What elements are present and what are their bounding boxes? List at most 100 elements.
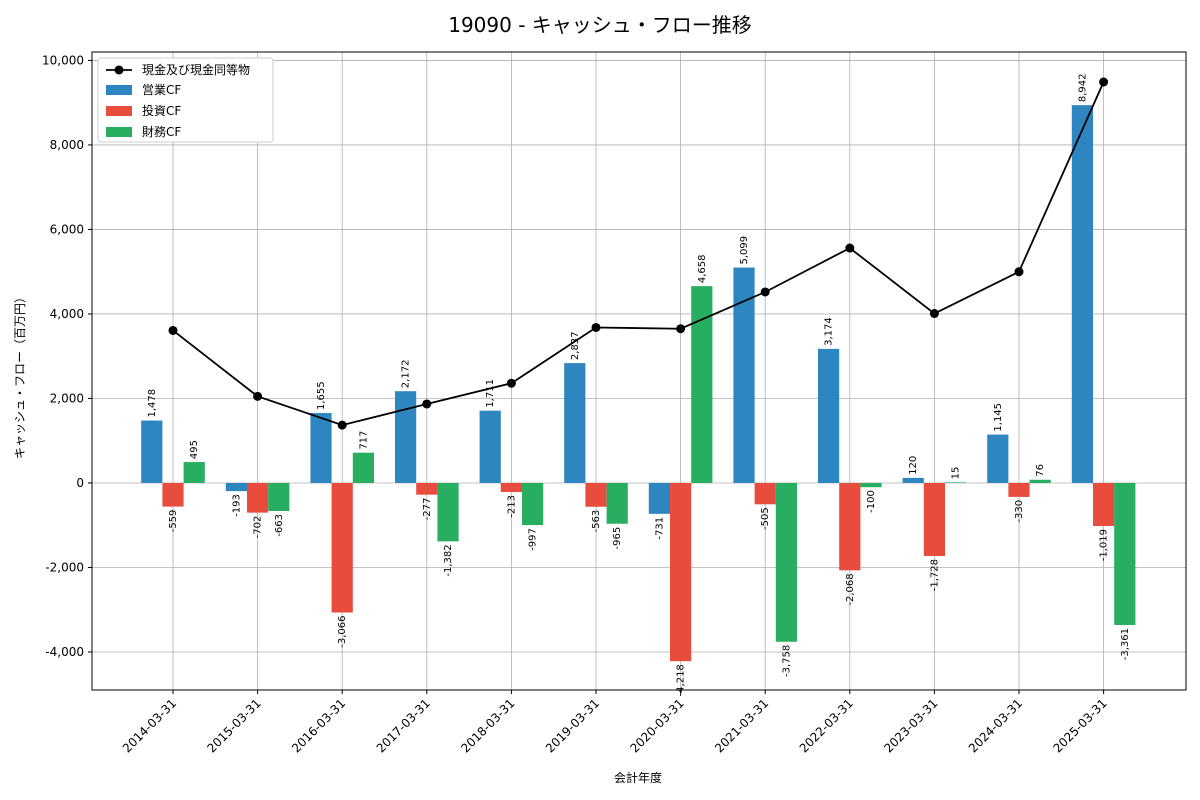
bar bbox=[225, 482, 247, 492]
bar bbox=[648, 482, 670, 514]
data-label: -559 bbox=[168, 510, 179, 533]
data-label: -997 bbox=[528, 528, 539, 551]
data-label: 8,942 bbox=[1077, 74, 1088, 103]
data-label: 2,172 bbox=[401, 360, 412, 389]
bar bbox=[860, 482, 882, 488]
bar bbox=[479, 410, 501, 483]
data-label: 5,099 bbox=[739, 236, 750, 265]
data-label: 1,145 bbox=[993, 403, 1004, 432]
x-tick-label: 2015-03-31 bbox=[205, 696, 264, 755]
data-label: -3,361 bbox=[1120, 628, 1131, 660]
y-tick-label: 10,000 bbox=[42, 53, 84, 67]
data-label: 1,711 bbox=[485, 379, 496, 408]
x-tick-label: 2023-03-31 bbox=[881, 696, 940, 755]
legend-box bbox=[97, 57, 274, 143]
data-label: -277 bbox=[422, 498, 433, 521]
legend-swatch bbox=[106, 85, 132, 95]
bar bbox=[162, 482, 184, 507]
legend-label: 財務CF bbox=[142, 124, 181, 139]
x-tick-label: 2025-03-31 bbox=[1051, 696, 1110, 755]
bar bbox=[522, 482, 544, 526]
cash-point bbox=[760, 287, 770, 297]
cash-point bbox=[168, 325, 178, 335]
bar bbox=[1071, 105, 1093, 483]
y-tick-label: 8,000 bbox=[50, 138, 84, 152]
data-label: -563 bbox=[591, 510, 602, 533]
x-tick-label: 2021-03-31 bbox=[712, 696, 771, 755]
y-axis-label: キャッシュ・フロー（百万円） bbox=[13, 291, 27, 459]
labels-layer: 1,478 -193 1,655 2,172 1,711 2,837 -731 5,099 3,… bbox=[147, 74, 1131, 697]
bar bbox=[775, 482, 797, 642]
bar bbox=[268, 482, 290, 511]
legend-label: 投資CF bbox=[142, 103, 181, 118]
bar bbox=[1008, 482, 1030, 497]
grid-layer bbox=[92, 52, 1186, 690]
x-tick-label: 2014-03-31 bbox=[120, 696, 179, 755]
data-label: -663 bbox=[274, 514, 285, 537]
cash-point bbox=[591, 322, 601, 332]
bar bbox=[902, 477, 924, 483]
bar bbox=[670, 482, 692, 662]
bar bbox=[500, 482, 522, 492]
data-label: -1,382 bbox=[443, 544, 454, 576]
y-tick-label: 2,000 bbox=[50, 391, 84, 405]
cash-point bbox=[422, 399, 432, 409]
bar bbox=[987, 434, 1009, 483]
cash-line bbox=[172, 81, 1105, 427]
x-tick-label: 2017-03-31 bbox=[374, 696, 433, 755]
bar bbox=[395, 391, 417, 483]
data-label: 3,174 bbox=[824, 317, 835, 346]
data-label: -702 bbox=[253, 516, 264, 539]
data-label: -731 bbox=[654, 517, 665, 540]
bar bbox=[923, 482, 945, 556]
data-label: -330 bbox=[1014, 500, 1025, 523]
bar bbox=[691, 286, 713, 483]
bar bbox=[606, 482, 628, 524]
bar bbox=[437, 482, 459, 542]
y-tick-label: -2,000 bbox=[45, 560, 84, 574]
cash-point bbox=[253, 391, 263, 401]
legend-label: 現金及び現金同等物 bbox=[142, 62, 250, 77]
bar bbox=[247, 482, 269, 513]
y-tick-label: 6,000 bbox=[50, 222, 84, 236]
bar bbox=[564, 363, 586, 483]
bar bbox=[754, 482, 776, 505]
data-label: 1,478 bbox=[147, 389, 158, 418]
cash-point bbox=[506, 378, 516, 388]
cash-point bbox=[1014, 267, 1024, 277]
x-tick-label: 2016-03-31 bbox=[289, 696, 348, 755]
data-label: 120 bbox=[908, 456, 919, 475]
bar bbox=[945, 482, 967, 483]
x-tick-label: 2020-03-31 bbox=[628, 696, 687, 755]
bar bbox=[352, 452, 374, 483]
legend-swatch bbox=[106, 106, 132, 116]
x-tick-label: 2024-03-31 bbox=[966, 696, 1025, 755]
plot-frame bbox=[91, 51, 1187, 691]
x-axis-label: 会計年度 bbox=[614, 770, 662, 785]
bar bbox=[733, 267, 755, 483]
data-label: 15 bbox=[951, 467, 962, 480]
data-label: -193 bbox=[231, 494, 242, 517]
cash-point bbox=[676, 324, 686, 334]
bar bbox=[585, 482, 607, 507]
data-label: -1,019 bbox=[1099, 529, 1110, 561]
cash-point bbox=[1099, 77, 1109, 87]
data-label: 76 bbox=[1035, 464, 1046, 477]
data-label: -505 bbox=[760, 507, 771, 530]
data-label: 717 bbox=[358, 431, 369, 450]
bar bbox=[1093, 482, 1115, 527]
y-tick-label: 4,000 bbox=[50, 307, 84, 321]
bar bbox=[310, 413, 332, 483]
y-tick-label: 0 bbox=[76, 476, 84, 490]
legend-swatch bbox=[106, 127, 132, 137]
data-label: -2,068 bbox=[845, 573, 856, 605]
bars-layer bbox=[141, 105, 1136, 662]
x-tick-label: 2018-03-31 bbox=[458, 696, 517, 755]
bar bbox=[818, 348, 840, 483]
bar bbox=[183, 462, 205, 483]
bar bbox=[839, 482, 861, 571]
cash-point bbox=[929, 309, 939, 319]
